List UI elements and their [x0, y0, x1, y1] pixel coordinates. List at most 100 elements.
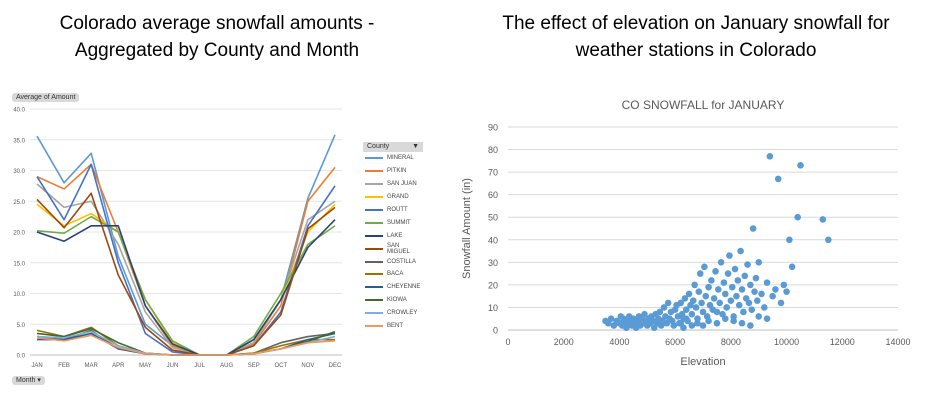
scatter-point: [705, 283, 712, 291]
scatter-point: [777, 299, 785, 307]
legend-swatch: [365, 325, 383, 328]
x-tick-label: APR: [112, 363, 125, 369]
scatter-point: [747, 322, 754, 329]
legend-swatch: [365, 247, 383, 250]
legend-swatch: [365, 286, 383, 289]
scatter-point: [713, 308, 721, 316]
scatter-point: [708, 277, 715, 284]
x-tick-label: 14000: [885, 337, 910, 347]
legend-item: ROUTT: [363, 204, 423, 217]
scatter-point: [656, 308, 664, 316]
scatter-point: [695, 288, 703, 295]
legend-label: MINERAL: [387, 155, 414, 162]
legend-label: SAN MIGUEL: [387, 242, 411, 255]
left-chart-heading: Colorado average snowfall amounts - Aggr…: [0, 10, 434, 64]
month-field-button[interactable]: Month ▾: [12, 376, 45, 385]
scatter-point: [786, 236, 793, 244]
right-heading-line-1: The effect of elevation on January snowf…: [502, 13, 890, 34]
y-tick-label: 30.0: [13, 169, 25, 175]
x-tick-label: JUL: [194, 363, 205, 369]
y-tick-label: 10: [488, 303, 498, 313]
y-tick-label: 20.0: [13, 231, 25, 237]
scatter-point: [741, 272, 749, 280]
legend-swatch: [365, 273, 383, 276]
scatter-point: [664, 299, 672, 307]
scatter-point: [724, 270, 732, 277]
legend-label: CHEYENNE: [387, 284, 421, 291]
scatter-point: [702, 292, 710, 300]
legend-label: BENT: [387, 323, 404, 330]
scatter-point: [692, 304, 700, 311]
legend-item: CHEYENNE: [363, 281, 423, 294]
legend-swatch: [365, 299, 383, 302]
y-tick-label: 35.0: [13, 138, 25, 144]
scatter-point: [721, 290, 729, 298]
scatter-point: [754, 297, 761, 304]
x-tick-label: MAR: [85, 363, 99, 369]
scatter-point: [680, 324, 687, 332]
y-tick-label: 15.0: [13, 261, 25, 267]
scatter-point: [699, 322, 707, 329]
legend-item: SUMMIT: [363, 216, 423, 229]
legend-item: MINERAL: [363, 152, 423, 165]
scatter-point: [735, 301, 743, 309]
scatter-point: [723, 304, 730, 311]
scatter-point: [720, 279, 728, 286]
scatter-point: [766, 153, 774, 160]
scatter-point: [688, 322, 696, 329]
scatter-point: [691, 281, 698, 289]
scatter-point: [763, 279, 771, 286]
y-tick-label: 90: [488, 123, 498, 133]
value-field-button[interactable]: Average of Amount: [12, 93, 80, 102]
scatter-point: [682, 315, 690, 323]
scatter-point: [717, 259, 725, 266]
scatter-point: [699, 308, 707, 316]
scatter-point: [755, 259, 763, 266]
y-tick-label: 40: [488, 235, 498, 245]
legend-label: CROWLEY: [387, 310, 418, 317]
y-tick-label: 50: [488, 213, 498, 223]
scatter-point: [688, 310, 696, 318]
scatter-point: [745, 299, 753, 307]
county-filter-button[interactable]: County ▼: [363, 142, 423, 152]
series-line: [36, 163, 336, 356]
scatter-point: [731, 265, 739, 273]
scatter-point: [713, 319, 721, 327]
scatter-point: [763, 315, 771, 323]
series-line: [36, 334, 336, 356]
x-tick-label: 0: [505, 337, 510, 347]
legend-title: County: [367, 143, 390, 150]
scatter-point: [738, 319, 746, 327]
scatter-point: [758, 290, 765, 298]
scatter-point: [744, 261, 751, 268]
scatter-point: [670, 322, 678, 329]
x-tick-label: 2000: [554, 337, 574, 347]
legend-item: BACA: [363, 268, 423, 281]
legend-item: COSTILLA: [363, 255, 423, 268]
y-tick-label: 30: [488, 258, 498, 268]
scatter-point: [677, 299, 685, 307]
legend-label: BACA: [387, 271, 404, 278]
y-tick-label: 0.0: [17, 354, 26, 360]
county-legend: County ▼ MINERAL PITKIN SAN JUAN GRAND ROUTT…: [363, 142, 423, 332]
legend-item: CROWLEY: [363, 307, 423, 320]
x-tick-label: JAN: [31, 363, 42, 369]
legend-swatch: [365, 312, 383, 315]
scatter-point: [726, 252, 733, 259]
x-axis-label: Elevation: [680, 356, 725, 368]
scatter-point: [760, 304, 768, 311]
scatter-point: [748, 306, 756, 314]
legend-label: KIOWA: [387, 297, 407, 304]
scatter-point: [698, 299, 705, 307]
scatter-point: [740, 308, 747, 316]
scatter-point: [738, 286, 746, 293]
y-tick-label: 25.0: [13, 200, 25, 206]
scatter-point: [701, 263, 708, 271]
x-tick-label: SEP: [248, 363, 260, 369]
legend-item: SAN MIGUEL: [363, 242, 423, 255]
scatter-point: [721, 315, 729, 323]
legend-label: SUMMIT: [387, 219, 411, 226]
x-tick-label: OCT: [274, 363, 287, 369]
y-tick-label: 5.0: [17, 323, 26, 329]
